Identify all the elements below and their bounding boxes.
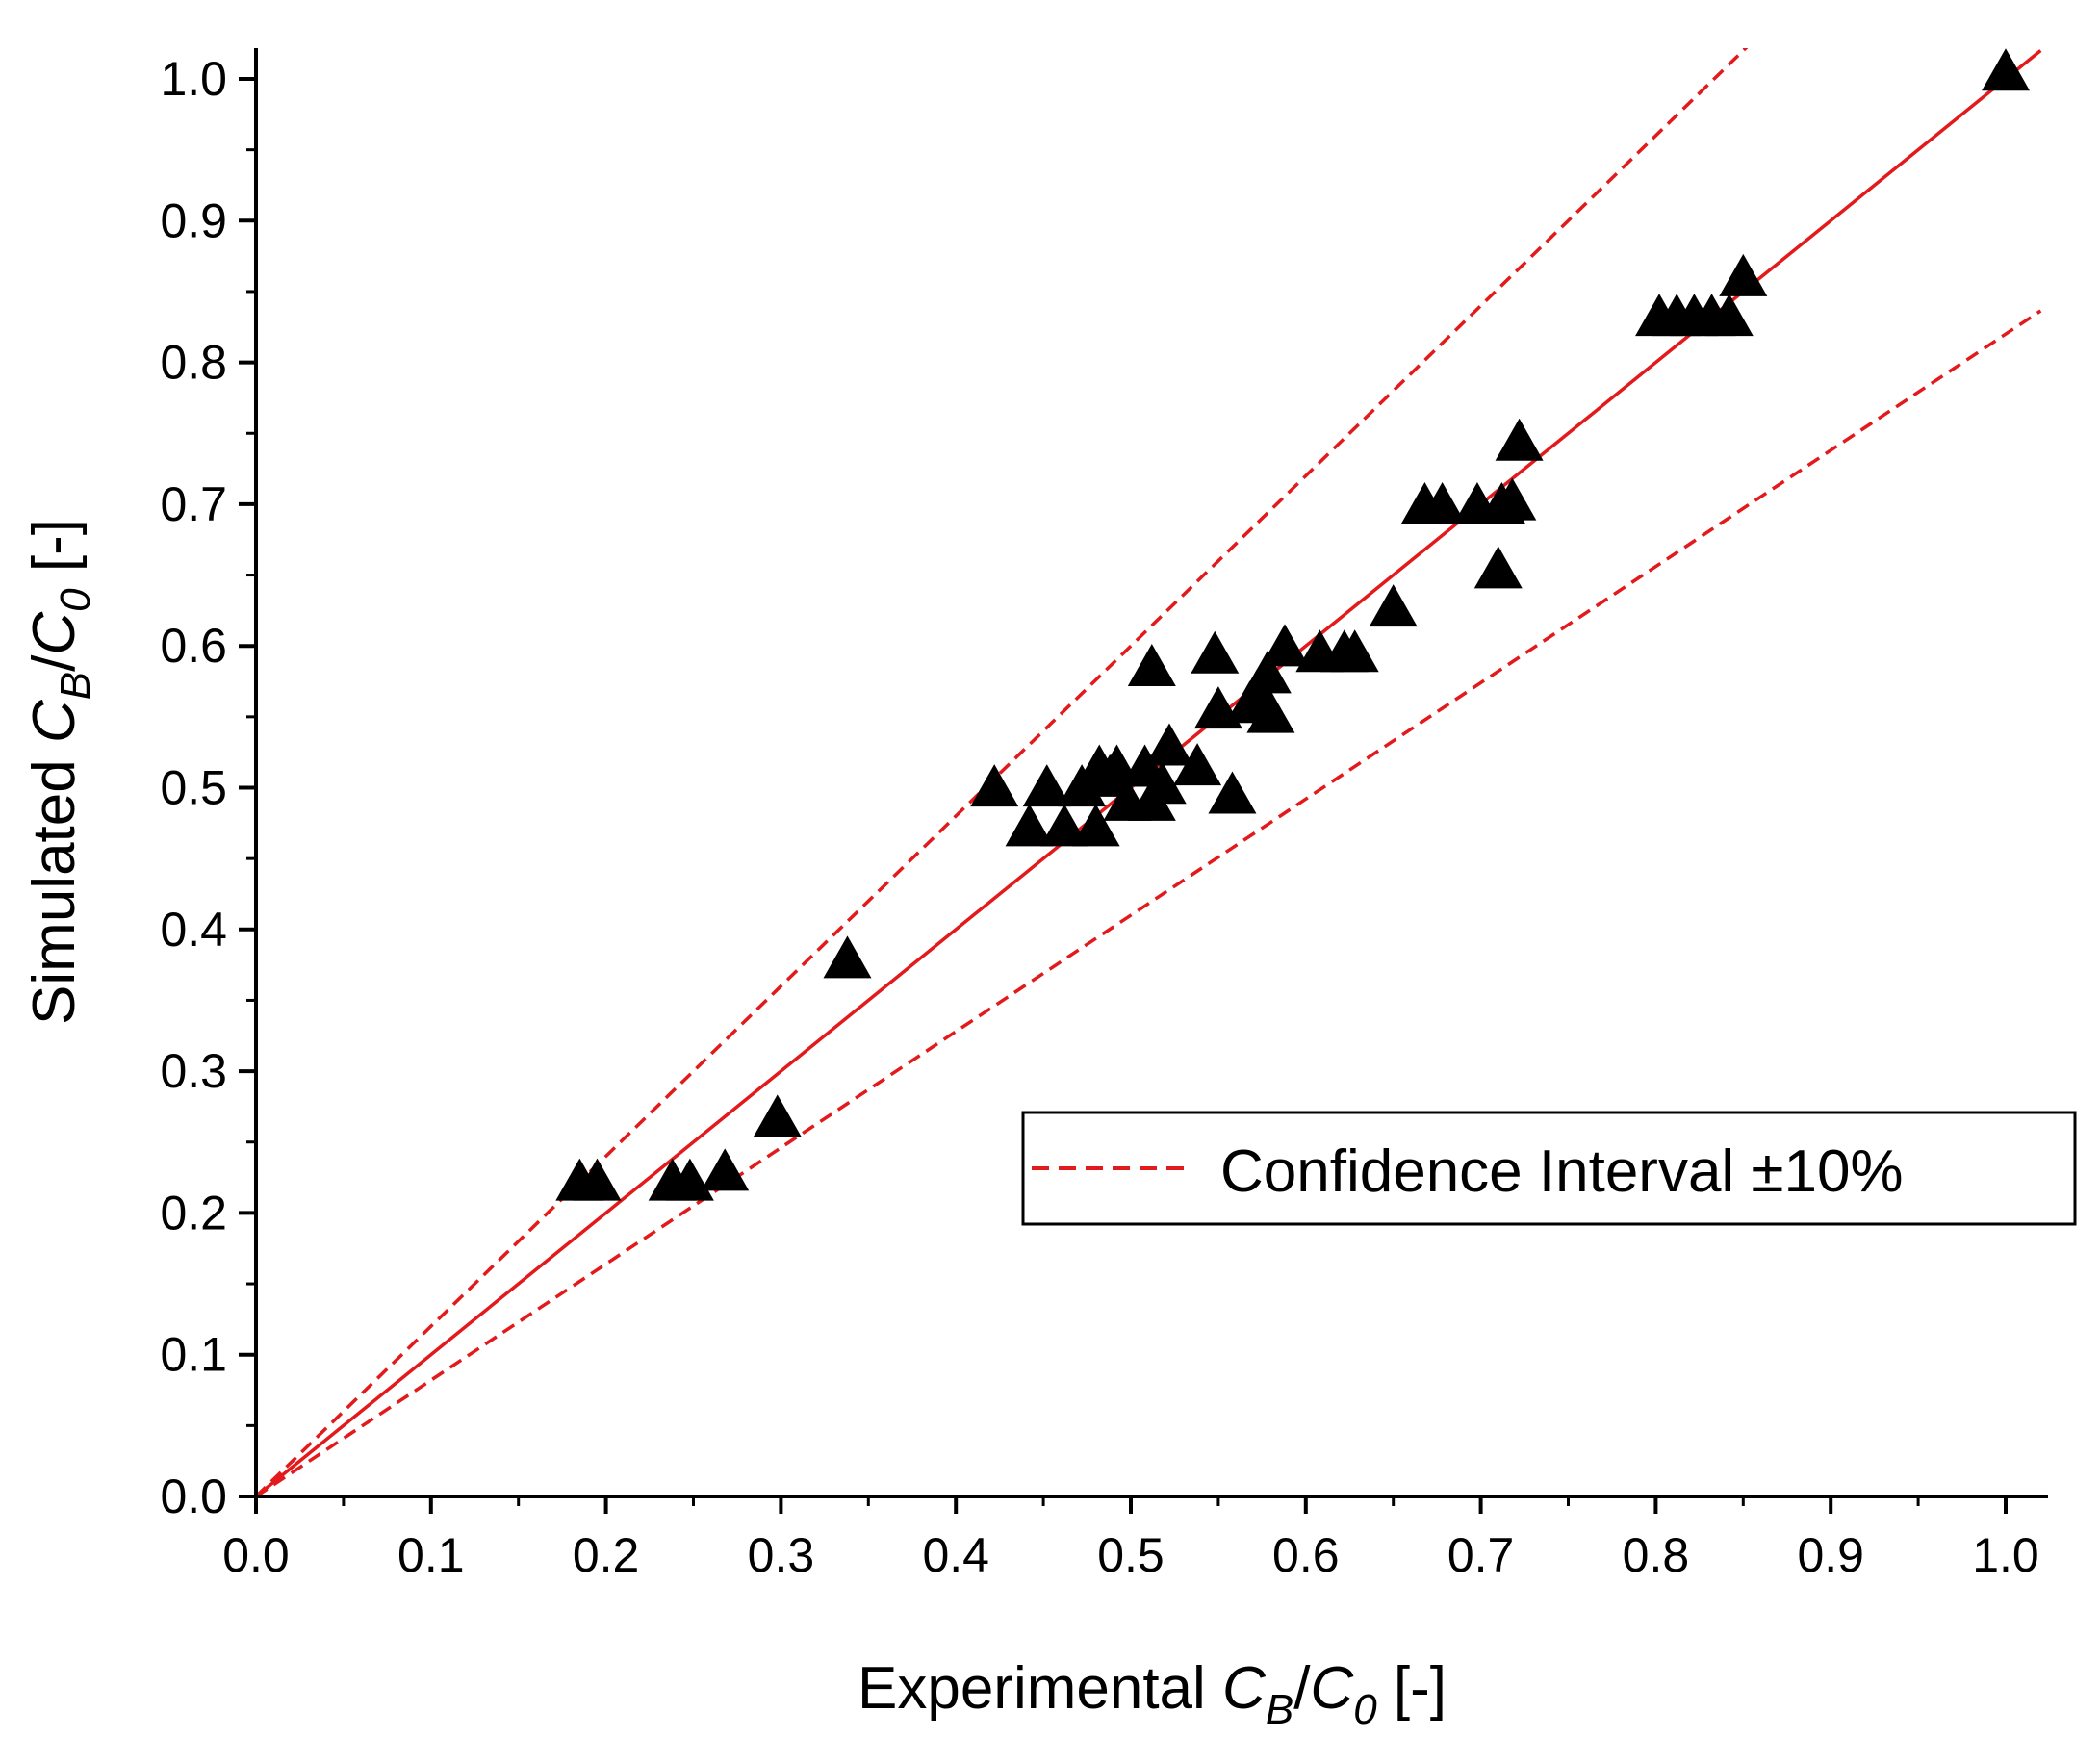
data-point-triangle: [1246, 690, 1295, 733]
data-point-triangle: [1039, 804, 1088, 847]
data-point-triangle: [1488, 477, 1537, 521]
y-axis-title-c2: C: [21, 611, 88, 655]
y-tick-label: 0.0: [160, 1470, 227, 1523]
x-axis-title-c2: C: [1310, 1655, 1354, 1722]
x-tick-label: 0.9: [1797, 1528, 1864, 1582]
data-point-triangle: [1719, 253, 1768, 296]
lower-bound-line: [256, 309, 2042, 1496]
x-tick-label: 0.1: [397, 1528, 465, 1582]
data-point-triangle: [970, 764, 1019, 807]
y-tick-label: 0.7: [160, 477, 227, 531]
data-point-triangle: [1138, 761, 1187, 805]
x-axis-title-sub1: B: [1266, 1686, 1293, 1733]
y-axis-ticks: 0.0 0.1 0.2 0.3 0.4 0.5 0.6 0.7 0.8 0.9 1.0: [160, 52, 256, 1523]
legend-box: [1021, 1111, 2077, 1226]
y-tick-label: 0.1: [160, 1328, 227, 1382]
data-point-triangle: [1022, 764, 1071, 807]
y-tick-label: 0.3: [160, 1044, 227, 1098]
y-tick-label: 0.8: [160, 336, 227, 390]
x-tick-label: 0.8: [1623, 1528, 1690, 1582]
data-point-triangle: [1208, 771, 1257, 814]
data-point-triangle: [1418, 482, 1467, 525]
y-tick-label: 0.2: [160, 1186, 227, 1240]
data-point-triangle: [1495, 418, 1544, 461]
y-tick-label: 0.6: [160, 619, 227, 673]
data-point-triangle: [1473, 546, 1523, 589]
x-axis-title-suffix: [-]: [1377, 1655, 1447, 1722]
data-point-triangle: [753, 1094, 802, 1137]
reference-lines: [256, 48, 2042, 1496]
data-point-triangle: [1260, 624, 1309, 667]
data-point-triangle: [1704, 294, 1754, 337]
y-tick-label: 0.4: [160, 903, 227, 957]
data-point-triangle: [1005, 804, 1054, 847]
data-point-triangle: [701, 1148, 750, 1191]
y-tick-label: 1.0: [160, 52, 227, 106]
x-axis-ticks: 0.0 0.1 0.2 0.3 0.4 0.5 0.6 0.7 0.8 0.9 1.0: [222, 1496, 2039, 1582]
legend-label: Confidence Interval ±10%: [1220, 1138, 1904, 1205]
data-point-triangle: [1191, 630, 1240, 674]
y-axis-title-slash: /: [21, 654, 88, 672]
y-axis-title-prefix: Simulated: [21, 743, 88, 1025]
y-axis-title-c1: C: [21, 699, 88, 743]
x-tick-label: 1.0: [1972, 1528, 2039, 1582]
x-axis-title-slash: /: [1293, 1655, 1311, 1722]
data-point-triangle: [1242, 651, 1292, 694]
data-point-triangle: [1127, 643, 1176, 686]
x-tick-label: 0.7: [1447, 1528, 1515, 1582]
y-tick-label: 0.5: [160, 761, 227, 815]
data-points: [555, 48, 2030, 1201]
y-axis-title-suffix: [-]: [21, 519, 88, 588]
data-point-triangle: [573, 1158, 622, 1201]
x-axis-title: Experimental CB/C0 [-]: [858, 1655, 1447, 1733]
x-tick-label: 0.0: [222, 1528, 290, 1582]
upper-bound-line: [256, 48, 1749, 1496]
x-tick-label: 0.2: [573, 1528, 640, 1582]
x-tick-label: 0.5: [1097, 1528, 1165, 1582]
x-axis-title-c1: C: [1222, 1655, 1267, 1722]
legend: Confidence Interval ±10%: [1021, 1111, 2077, 1226]
data-point-triangle: [1071, 804, 1120, 847]
x-axis-title-sub2: 0: [1353, 1686, 1377, 1733]
x-axis-title-prefix: Experimental: [858, 1655, 1222, 1722]
y-tick-label: 0.9: [160, 193, 227, 247]
data-point-triangle: [1982, 48, 2030, 91]
x-tick-label: 0.4: [922, 1528, 989, 1582]
y-axis-title-sub2: 0: [52, 588, 99, 612]
x-tick-label: 0.6: [1272, 1528, 1340, 1582]
data-point-triangle: [823, 935, 872, 979]
x-tick-label: 0.3: [748, 1528, 815, 1582]
data-point-triangle: [1330, 629, 1379, 673]
data-point-triangle: [1173, 743, 1222, 786]
data-point-triangle: [1144, 723, 1193, 766]
data-point-triangle: [1369, 584, 1418, 627]
y-axis-title: Simulated CB/C0 [-]: [21, 519, 99, 1025]
y-axis-title-sub1: B: [52, 672, 99, 700]
